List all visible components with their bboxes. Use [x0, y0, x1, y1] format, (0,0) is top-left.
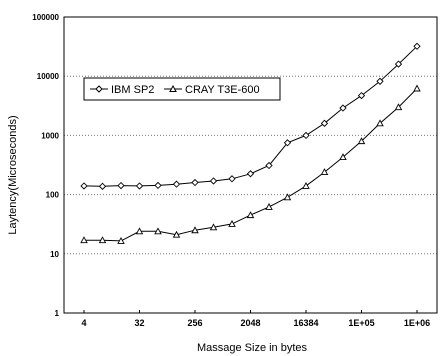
data-point-ibm-sp2: [228, 175, 236, 183]
y-axis-label: Laytency(Microseconds): [7, 115, 19, 234]
data-point-cray-t3e-600: [413, 84, 421, 92]
data-point-ibm-sp2: [376, 77, 384, 85]
x-tick-label: 1E+05: [348, 318, 374, 328]
data-point-ibm-sp2: [172, 180, 181, 188]
data-point-cray-t3e-600: [172, 230, 181, 238]
data-point-cray-t3e-600: [265, 202, 273, 210]
data-point-ibm-sp2: [302, 131, 310, 140]
data-point-cray-t3e-600: [209, 223, 218, 231]
data-point-ibm-sp2: [283, 139, 292, 147]
y-tick-label: 100: [46, 191, 60, 200]
x-tick-label: 256: [187, 318, 202, 328]
data-point-cray-t3e-600: [98, 236, 107, 244]
grid-lines: [64, 75, 437, 255]
data-point-cray-t3e-600: [154, 227, 162, 235]
data-point-ibm-sp2: [80, 182, 88, 190]
series-group: [80, 42, 421, 244]
data-point-ibm-sp2: [191, 178, 199, 187]
y-tick-label: 100000: [32, 13, 59, 22]
series-line-ibm-sp2: [83, 45, 418, 187]
legend: IBM SP2 CRAY T3E-600: [83, 77, 281, 101]
data-point-cray-t3e-600: [117, 236, 125, 244]
data-point-cray-t3e-600: [394, 103, 403, 111]
data-point-ibm-sp2: [98, 182, 107, 190]
y-tick-label: 10: [50, 250, 59, 259]
data-point-ibm-sp2: [135, 182, 144, 190]
data-point-ibm-sp2: [413, 42, 421, 50]
data-point-ibm-sp2: [265, 161, 273, 170]
data-point-cray-t3e-600: [357, 137, 366, 145]
legend-label-ibm-sp2: IBM SP2: [111, 84, 154, 96]
legend-label-cray-t3e: CRAY T3E-600: [185, 84, 260, 96]
x-axis-ticks: 4 32 256 2048 16384 1E+05 1E+06: [81, 310, 430, 328]
data-point-ibm-sp2: [246, 170, 255, 178]
y-tick-label: 1000: [41, 131, 59, 140]
data-point-ibm-sp2: [320, 119, 329, 127]
y-tick-label: 1: [55, 309, 60, 318]
data-point-ibm-sp2: [209, 177, 218, 185]
x-axis-label: Massage Size in bytes: [197, 342, 308, 354]
plot-frame: [63, 16, 438, 314]
data-point-cray-t3e-600: [80, 236, 88, 244]
legend-marker-triangle-icon: [169, 84, 177, 92]
data-point-cray-t3e-600: [135, 227, 144, 235]
x-tick-label: 16384: [293, 318, 318, 328]
x-tick-label: 4: [81, 318, 86, 328]
y-axis-ticks: 1 10 100 1000 10000 100000: [32, 13, 59, 318]
data-point-cray-t3e-600: [302, 182, 310, 189]
data-point-cray-t3e-600: [191, 226, 199, 234]
data-point-ibm-sp2: [339, 104, 347, 112]
data-point-cray-t3e-600: [339, 153, 347, 161]
x-tick-label: 1E+06: [404, 318, 430, 328]
data-point-cray-t3e-600: [376, 119, 384, 127]
x-tick-label: 32: [134, 318, 144, 328]
x-tick-label: 2048: [240, 318, 260, 328]
data-point-ibm-sp2: [394, 60, 403, 68]
data-point-cray-t3e-600: [320, 168, 329, 176]
data-point-ibm-sp2: [154, 181, 162, 190]
y-tick-label: 10000: [37, 72, 60, 81]
data-point-ibm-sp2: [117, 181, 125, 190]
data-point-ibm-sp2: [357, 91, 366, 100]
data-point-cray-t3e-600: [246, 211, 255, 219]
data-point-cray-t3e-600: [283, 193, 292, 201]
legend-marker-diamond-icon: [95, 85, 103, 93]
data-point-cray-t3e-600: [228, 219, 236, 227]
